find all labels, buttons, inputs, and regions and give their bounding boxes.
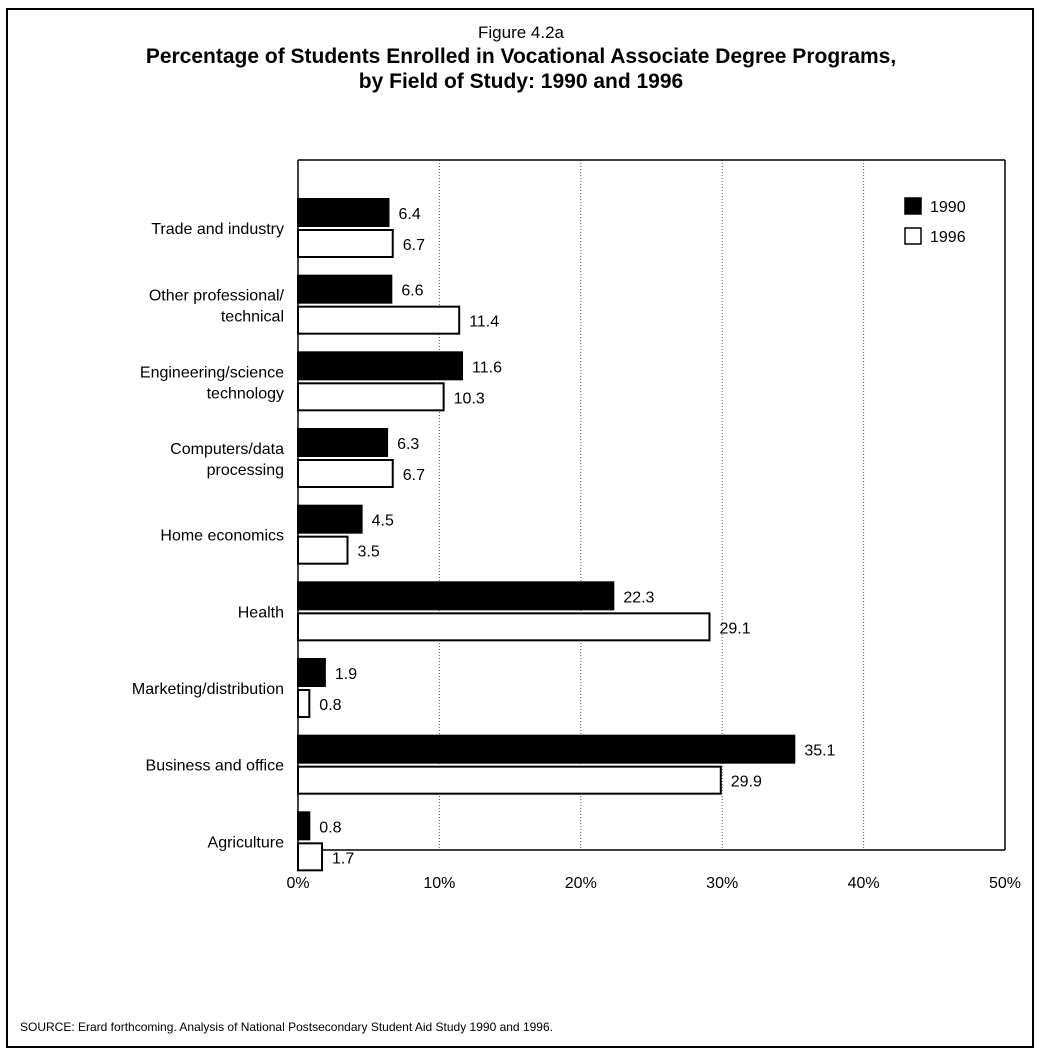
bar-1996 bbox=[297, 382, 445, 412]
value-label-1990: 35.1 bbox=[804, 743, 835, 760]
value-label-1996: 11.4 bbox=[469, 314, 499, 331]
category-label: Home economics bbox=[160, 528, 284, 545]
legend-label-1990: 1990 bbox=[930, 199, 966, 216]
bar-1990 bbox=[297, 351, 464, 381]
category-label: Marketing/distribution bbox=[132, 681, 284, 698]
bar-1990 bbox=[297, 658, 326, 687]
category-label: Agriculture bbox=[208, 834, 285, 851]
category-label: Engineering/science bbox=[140, 364, 284, 381]
figure-frame bbox=[6, 8, 1034, 1048]
chart-title-line-2: by Field of Study: 1990 and 1996 bbox=[358, 70, 684, 93]
value-label-1996: 3.5 bbox=[357, 544, 379, 561]
value-label-1990: 11.6 bbox=[472, 359, 502, 376]
category-label: Trade and industry bbox=[151, 221, 284, 238]
bar-1996 bbox=[297, 459, 394, 488]
value-label-1990: 1.9 bbox=[335, 666, 357, 683]
bar-1996 bbox=[297, 842, 324, 872]
legend-label-1996: 1996 bbox=[930, 229, 966, 246]
bar-1990 bbox=[297, 734, 796, 764]
value-label-1996: 1.7 bbox=[332, 850, 354, 867]
value-label-1990: 6.3 bbox=[397, 436, 419, 453]
value-label-1990: 4.5 bbox=[372, 513, 394, 530]
bar-1990 bbox=[297, 811, 311, 841]
bar-1996 bbox=[297, 765, 722, 795]
figure-label: Figure 4.2a bbox=[478, 23, 564, 42]
x-tick-label: 10% bbox=[423, 875, 455, 892]
bar-1996 bbox=[297, 612, 711, 642]
category-label: Other professional/ bbox=[149, 288, 285, 305]
value-label-1996: 6.7 bbox=[403, 237, 425, 254]
value-label-1996: 6.7 bbox=[403, 467, 425, 484]
value-label-1990: 6.6 bbox=[401, 283, 423, 300]
bar-1990 bbox=[297, 428, 389, 457]
bar-1996 bbox=[297, 535, 349, 565]
category-label: Health bbox=[238, 604, 284, 621]
x-tick-label: 30% bbox=[706, 875, 738, 892]
source-note: SOURCE: Erard forthcoming. Analysis of N… bbox=[20, 1020, 553, 1034]
x-tick-label: 40% bbox=[848, 875, 880, 892]
bar-1990 bbox=[297, 504, 363, 534]
legend-swatch-1990 bbox=[904, 197, 922, 215]
bar-1996 bbox=[297, 229, 394, 258]
x-tick-label: 0% bbox=[286, 875, 309, 892]
category-label: technical bbox=[221, 309, 284, 326]
category-label: Business and office bbox=[146, 758, 285, 775]
chart-title-line-1: Percentage of Students Enrolled in Vocat… bbox=[145, 45, 897, 68]
bar-1990 bbox=[297, 198, 390, 227]
bar-1996 bbox=[297, 689, 311, 718]
chart-header: Figure 4.2a Percentage of Students Enrol… bbox=[0, 22, 1042, 94]
value-label-1996: 0.8 bbox=[319, 697, 341, 714]
value-label-1996: 10.3 bbox=[454, 390, 485, 407]
category-label: Computers/data bbox=[170, 441, 284, 458]
value-label-1990: 6.4 bbox=[398, 206, 420, 223]
value-label-1996: 29.1 bbox=[719, 620, 750, 637]
category-label: technology bbox=[207, 385, 284, 402]
x-tick-label: 20% bbox=[565, 875, 597, 892]
bar-1996 bbox=[297, 305, 461, 335]
value-label-1990: 0.8 bbox=[319, 819, 341, 836]
bar-1990 bbox=[297, 581, 615, 611]
x-tick-label: 50% bbox=[989, 875, 1021, 892]
bar-1990 bbox=[297, 274, 393, 304]
value-label-1990: 22.3 bbox=[623, 589, 654, 606]
value-label-1996: 29.9 bbox=[731, 774, 762, 791]
legend-swatch-1996 bbox=[904, 227, 922, 245]
category-label: processing bbox=[207, 462, 284, 479]
